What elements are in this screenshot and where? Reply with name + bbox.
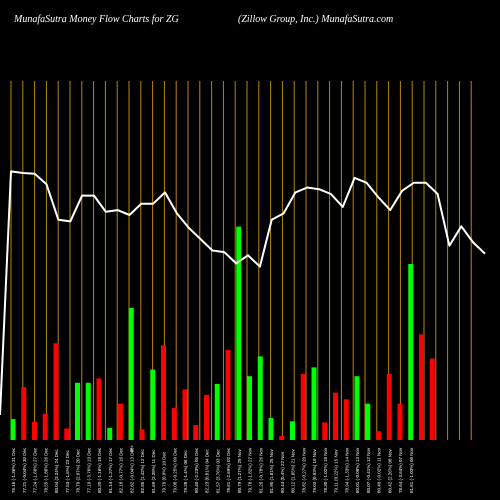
flow-bar: [96, 378, 102, 440]
x-tick-label: 78.79 (2.07%) 20 Dec: [76, 448, 81, 493]
flow-bar: [376, 431, 381, 440]
x-tick-label: 78.64 (-3.64%) 07 Nov: [398, 447, 403, 493]
zero-label: 0%: [129, 445, 134, 452]
x-tick-label: 81.90 (1.81%) 25 Nov: [269, 448, 274, 493]
flow-bar: [429, 358, 435, 440]
x-tick-label: 77.19 (-3.76%) 19 Dec: [86, 447, 91, 493]
flow-bar: [182, 389, 188, 440]
flow-bar: [128, 308, 134, 440]
flow-bar: [118, 403, 123, 440]
x-tick-label: 82.18 (-0.77%) 16 Dec: [119, 447, 124, 493]
flow-bar: [225, 349, 231, 440]
x-tick-label: 78.61 (-2.69%) 02 Dec: [226, 447, 231, 493]
chart-subtitle: (Zillow Group, Inc.) MunafaSutra.com: [238, 14, 394, 25]
x-tick-label: 81.69 (2.38%) 11 Dec: [151, 449, 156, 493]
x-tick-label: 77.53 (-1.6%) 23 Dec: [65, 449, 70, 493]
x-tick-label: 78.30 (-1.02%) 18 Nov: [323, 447, 328, 493]
flow-bar: [75, 382, 80, 440]
flow-bar: [204, 394, 209, 440]
flow-bar: [333, 392, 338, 440]
flow-bar: [343, 399, 349, 440]
flow-bar: [161, 345, 166, 440]
x-tick-label: 79.28 (-1.4%) 06 Dec: [183, 449, 188, 493]
bar-layer: [10, 226, 435, 440]
flow-bar: [354, 376, 360, 440]
x-tick-label: 80.79 (1.27%) 29 Nov: [237, 448, 242, 493]
chart-title: MunafaSutra Money Flow Charts for ZG: [14, 14, 179, 25]
flow-bar: [193, 425, 199, 440]
flow-bar: [257, 356, 263, 440]
flow-bar: [397, 403, 403, 440]
flow-bar: [53, 343, 59, 440]
x-tick-label: 77.24 (-1.66%) 27 Dec: [33, 447, 38, 493]
flow-bar: [386, 374, 392, 440]
x-tick-label: 81.61 (-1.03%) 06 Nov: [409, 447, 414, 493]
x-tick-label: 81.26 (-0.78%) 26 Nov: [258, 447, 263, 493]
x-tick-label: 76.16 (-1.36%) 31 Dec: [11, 447, 16, 493]
x-tick-label: 80.44 (0.4%) 22 Nov: [280, 451, 285, 493]
flow-bar: [290, 421, 295, 440]
flow-bar: [32, 421, 37, 440]
x-tick-label: 80.07 (-0.41%) 12 Nov: [366, 447, 371, 493]
x-tick-label: 79.79 (0.9%) 10 Dec: [162, 451, 167, 493]
flow-bar: [300, 374, 306, 440]
flow-bar: [322, 422, 328, 440]
x-tick-label: 81.14 (-1.27%) 17 Dec: [108, 447, 113, 493]
x-tick-label: 81.57 (3.76%) 03 Dec: [215, 448, 220, 493]
x-tick-label: 80.01 (-0.08%) 13 Nov: [355, 447, 360, 493]
flow-bar: [247, 376, 252, 440]
x-tick-label: 79.03 (0.93%) 19 Nov: [312, 448, 317, 493]
x-tick-label: 79.08 (-0.25%) 09 Dec: [172, 447, 177, 493]
flow-bar: [139, 429, 145, 440]
flow-bar: [408, 264, 414, 440]
flow-bar: [10, 419, 16, 440]
flow-bar: [42, 413, 48, 440]
x-tick-label: 77.21 (-0.04%) 30 Dec: [22, 447, 27, 493]
x-tick-label: 79.11 (0.22%) 15 Nov: [334, 449, 339, 493]
x-tick-label: 80.42 (2.26%) 08 Nov: [387, 448, 392, 493]
x-tick-label: 82.82 (-0.04%) 13 Dec: [129, 447, 134, 493]
tick-label-layer: 76.16 (-1.36%) 31 Dec 77.21 (-0.04%) 30 D…: [11, 445, 414, 493]
x-tick-label: 78.55 (-1.86%) 26 Dec: [43, 447, 48, 493]
x-tick-label: 80.40 (-2.23%) 05 Dec: [194, 447, 199, 493]
flow-bar: [419, 334, 424, 440]
flow-bar: [171, 408, 177, 440]
flow-bar: [279, 436, 285, 440]
x-tick-label: 79.78 (-1.82%) 27 Nov: [248, 447, 253, 493]
flow-bar: [365, 403, 371, 440]
x-tick-label: 80.04 (3.24%) 24 Dec: [54, 448, 59, 493]
x-tick-label: 82.85 (1.42%) 12 Dec: [140, 448, 145, 493]
flow-bar: [236, 226, 242, 440]
x-tick-label: 82.23 (0.81%) 04 Dec: [205, 448, 210, 493]
x-tick-label: 80.40 (-0.02%) 11 Nov: [377, 447, 382, 493]
flow-bar: [214, 383, 220, 440]
flow-bar: [150, 369, 156, 440]
flow-bar: [107, 427, 113, 440]
price-line: [0, 170, 486, 416]
x-tick-label: 80.12 (1.65%) 21 Nov: [291, 448, 296, 493]
price-line-layer: [0, 170, 486, 416]
flow-bar: [64, 428, 70, 440]
x-tick-label: 78.94 (-1.33%) 14 Nov: [344, 447, 349, 493]
flow-bar: [268, 418, 274, 440]
x-tick-label: 78.82 (-0.27%) 20 Nov: [301, 447, 306, 493]
flow-bar: [311, 367, 317, 440]
flow-bar: [21, 387, 27, 440]
x-tick-label: 80.20 (-1.16%) 18 Dec: [97, 447, 102, 493]
flow-bar: [85, 382, 91, 440]
